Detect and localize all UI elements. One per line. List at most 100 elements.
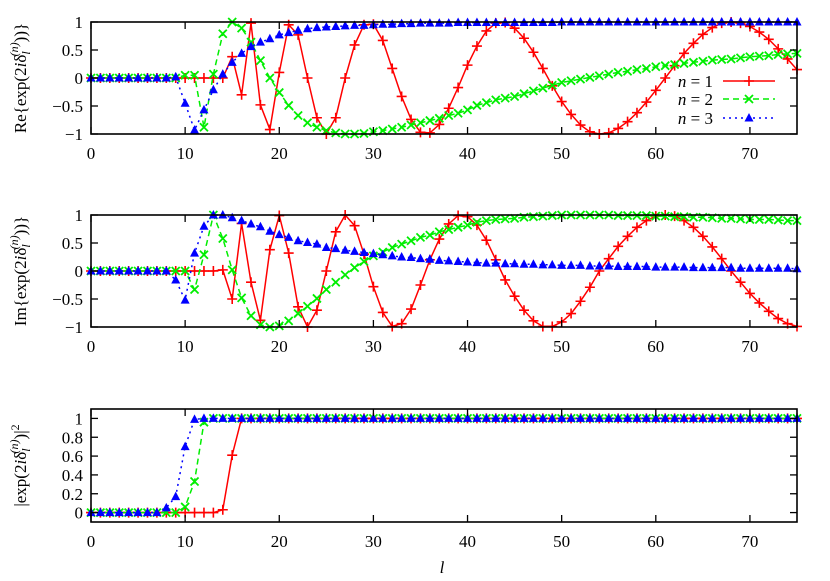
x-tick-label: 0 xyxy=(87,144,96,163)
data-point-n3-l67 xyxy=(717,262,727,272)
data-point-n1-l42 xyxy=(481,235,492,246)
data-point-n3-l50 xyxy=(557,260,567,269)
data-point-n2-l44 xyxy=(500,214,510,224)
data-point-n3-l23 xyxy=(303,237,313,246)
data-point-n1-l22 xyxy=(293,301,304,312)
data-point-n2-l40 xyxy=(462,105,473,115)
data-point-n3-l19 xyxy=(265,33,275,43)
data-point-n3-l9 xyxy=(171,274,181,284)
data-point-n3-l25 xyxy=(321,413,331,422)
data-point-n1-l18 xyxy=(255,99,266,110)
data-point-n3-l20 xyxy=(274,29,284,39)
data-point-n1-l69 xyxy=(735,277,746,288)
data-point-n3-l33 xyxy=(397,18,407,28)
data-point-n3-l44 xyxy=(500,258,510,268)
data-point-n2-l43 xyxy=(491,214,501,225)
data-point-n3-l62 xyxy=(670,262,680,271)
data-point-n3-l52 xyxy=(575,413,585,422)
data-point-n1-l23 xyxy=(302,73,313,83)
data-point-n3-l15 xyxy=(227,413,237,422)
data-point-n3-l38 xyxy=(444,255,454,265)
data-point-n3-l20 xyxy=(274,413,284,422)
data-point-n2-l21 xyxy=(284,100,294,111)
data-point-n1-l53 xyxy=(584,282,595,293)
x-tick-label: 10 xyxy=(177,337,194,356)
series-line-n1 xyxy=(91,417,797,514)
data-point-n2-l15 xyxy=(227,265,237,275)
data-point-n3-l48 xyxy=(538,259,548,269)
data-point-n1-l44 xyxy=(500,274,511,285)
legend-label: n = 2 xyxy=(678,90,713,109)
data-point-n1-l27 xyxy=(340,73,351,83)
data-point-n3-l26 xyxy=(331,243,341,253)
data-point-n1-l51 xyxy=(566,308,577,319)
legend-label-rest: = 3 xyxy=(686,109,713,128)
series-line-n2 xyxy=(91,417,797,514)
data-point-n3-l13 xyxy=(208,413,218,422)
data-point-n1-l74 xyxy=(782,53,793,64)
data-point-n2-l54 xyxy=(594,71,604,81)
y-label-part: |exp(2 xyxy=(11,465,30,507)
data-point-n3-l55 xyxy=(604,260,614,270)
data-point-n1-l35 xyxy=(415,280,426,290)
data-point-n1-l32 xyxy=(387,63,398,74)
x-tick-label: 60 xyxy=(647,337,664,356)
data-point-n2-l33 xyxy=(397,239,407,249)
data-point-n1-l13 xyxy=(208,507,219,518)
data-point-n3-l17 xyxy=(246,413,256,422)
y-axis-label: |exp(2iδl(n))|2 xyxy=(7,424,33,506)
data-point-n2-l50 xyxy=(557,77,567,88)
data-point-n2-l39 xyxy=(453,222,463,232)
y-label-part: δ xyxy=(11,452,30,460)
y-label-part: δ xyxy=(11,55,30,63)
y-tick-label: 0.5 xyxy=(62,234,83,253)
data-point-n1-l50 xyxy=(556,96,567,107)
data-point-n3-l54 xyxy=(594,260,604,270)
data-point-n2-l42 xyxy=(481,98,491,108)
data-point-n1-l12 xyxy=(198,266,209,276)
data-point-n3-l2 xyxy=(105,507,115,517)
data-point-n2-l74 xyxy=(782,215,793,226)
data-point-n2-l37 xyxy=(434,113,444,123)
data-point-n3-l36 xyxy=(425,254,435,263)
data-point-n3-l26 xyxy=(331,21,341,30)
series-3-im xyxy=(86,210,802,304)
y-tick-label: 1 xyxy=(75,206,84,225)
data-point-n2-l73 xyxy=(773,215,783,225)
data-point-n1-l41 xyxy=(471,41,482,52)
panel-re: 0 10 20 30 40 50 60 70 −1 −0.5 0 0.5 1 Re{exp(2iδl(n)… xyxy=(7,13,802,163)
data-point-n3-l73 xyxy=(773,263,783,272)
data-point-n3-l47 xyxy=(528,413,538,422)
data-point-n2-l58 xyxy=(632,64,642,75)
y-label-part: (n) xyxy=(7,42,21,56)
data-point-n2-l57 xyxy=(622,66,633,76)
data-point-n3-l57 xyxy=(623,261,633,271)
x-tick-label: 40 xyxy=(459,337,476,356)
y-axis-label: Im{exp(2iδl(n)))} xyxy=(7,216,33,326)
data-point-n2-l22 xyxy=(293,308,303,319)
data-point-n3-l17 xyxy=(246,218,256,228)
data-point-n1-l28 xyxy=(349,220,360,231)
legend-item-n2: n = 2 xyxy=(678,90,775,109)
data-point-n3-l34 xyxy=(406,413,416,422)
data-point-n1-l30 xyxy=(368,281,379,292)
data-point-n1-l37 xyxy=(434,119,445,130)
data-point-n1-l45 xyxy=(509,291,520,302)
data-point-n3-l65 xyxy=(698,413,708,422)
data-point-n1-l73 xyxy=(773,313,784,324)
data-point-n2-l18 xyxy=(255,56,266,66)
data-point-n3-l27 xyxy=(340,20,350,30)
data-point-n2-l28 xyxy=(349,263,360,273)
series-line-n2 xyxy=(91,212,797,328)
data-point-n2-l22 xyxy=(293,110,303,121)
data-point-n2-l16 xyxy=(236,23,247,33)
data-point-n2-l35 xyxy=(415,232,426,243)
y-label-part: (n) xyxy=(7,439,21,453)
data-point-n3-l2 xyxy=(105,73,115,82)
data-point-n1-l39 xyxy=(453,82,464,93)
data-point-n1-l63 xyxy=(679,48,690,59)
data-point-n2-l32 xyxy=(387,124,397,134)
data-point-n3-l37 xyxy=(434,413,444,422)
data-point-n2-l67 xyxy=(717,54,727,65)
data-point-n3-l10 xyxy=(180,98,190,107)
